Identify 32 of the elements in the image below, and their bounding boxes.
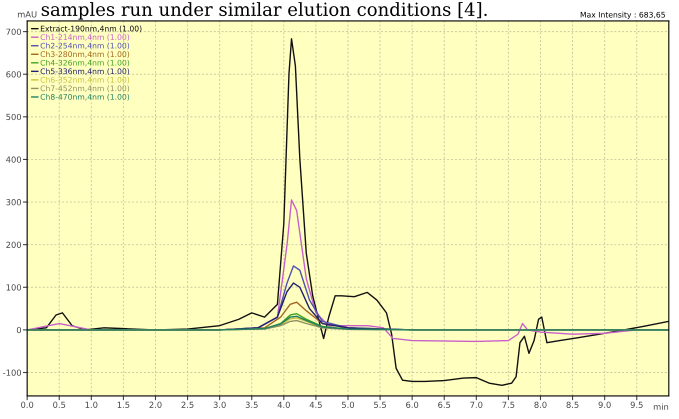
x-tick-label: 4.5 <box>310 402 322 408</box>
y-tick-label: 300 <box>6 199 22 206</box>
y-tick-label: 500 <box>6 114 22 120</box>
y-tick-label: 200 <box>6 242 22 248</box>
x-tick-label: 1.5 <box>118 402 130 408</box>
x-axis-title: min <box>654 403 668 410</box>
x-tick-label: 2.0 <box>149 402 162 408</box>
x-tick-label: 2.5 <box>182 402 194 408</box>
y-tick-label: 0 <box>16 326 22 334</box>
x-tick-label: 0.0 <box>21 402 34 408</box>
x-tick-label: 1.0 <box>86 402 98 408</box>
x-tick-label: 8.0 <box>534 402 547 408</box>
x-tick-label: 6.0 <box>406 402 418 408</box>
x-tick-label: 9.5 <box>630 402 643 408</box>
x-tick-label: 9.0 <box>598 402 611 408</box>
y-axis-title: mAU <box>18 11 36 18</box>
x-tick-label: 5.5 <box>374 402 386 408</box>
x-tick-label: 7.0 <box>470 402 482 408</box>
y-tick-label: 400 <box>6 156 22 163</box>
x-tick-label: 5.0 <box>342 402 354 408</box>
y-tick-label: 600 <box>6 71 22 78</box>
x-tick-label: 0.5 <box>53 402 66 408</box>
y-tick-label: -100 <box>3 370 22 376</box>
y-tick-label: 100 <box>6 284 22 291</box>
text: samples run under similar elution conditions [4]. <box>42 2 487 20</box>
x-tick-label: 3.5 <box>246 402 258 408</box>
y-tick-label: 700 <box>6 28 22 35</box>
x-tick-label: 6.5 <box>438 402 450 408</box>
x-tick-label: 3.0 <box>214 402 226 408</box>
x-tick-label: 8.5 <box>566 402 578 408</box>
x-tick-label: 7.5 <box>502 402 514 408</box>
x-tick-label: 4.0 <box>278 402 290 408</box>
